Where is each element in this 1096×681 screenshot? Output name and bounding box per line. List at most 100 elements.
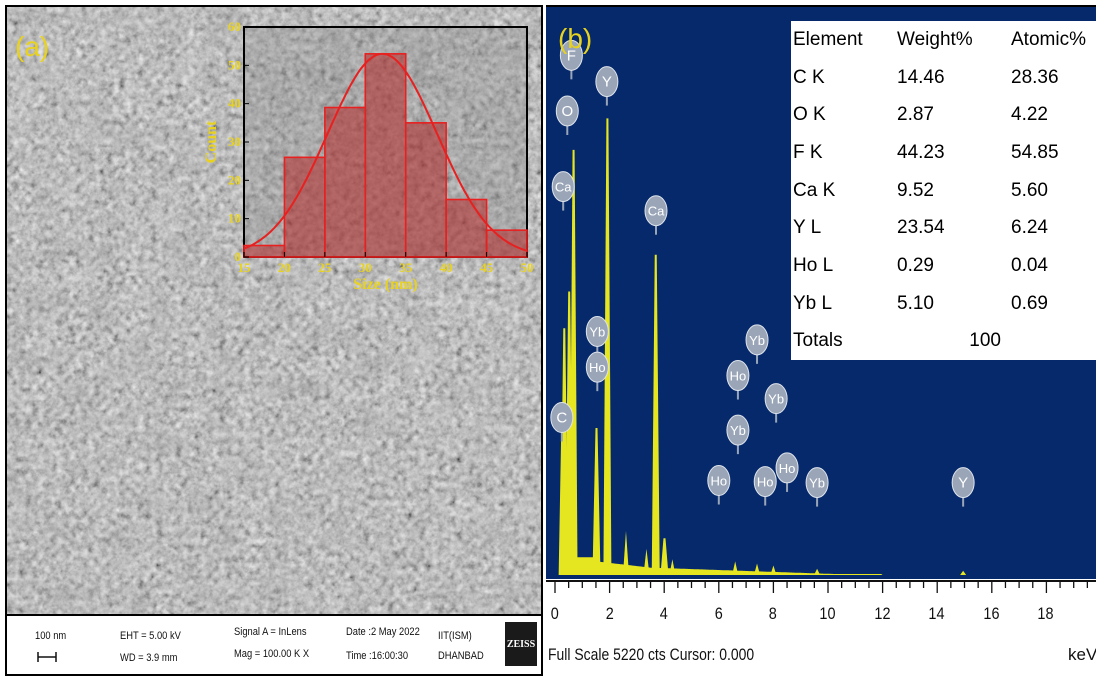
- element-cell: Ho L: [793, 254, 834, 276]
- signal-value: Signal A = InLens: [234, 626, 307, 638]
- edx-status-text: Full Scale 5220 cts Cursor: 0.000: [548, 645, 755, 664]
- peak-label-bubble: [951, 467, 975, 499]
- edx-spectrum: F O Y Ca Ca Yb Ho C Yb Ho Yb Yb Ho Ho Ho Yb Y: [550, 39, 975, 576]
- peak-label-bubble: [805, 467, 829, 499]
- edx-x-tick-label: 2: [605, 604, 614, 623]
- element-cell: O K: [793, 104, 826, 126]
- col-header-element: Element: [793, 28, 863, 50]
- histogram-y-tick-label: 0: [235, 249, 242, 264]
- peak-label-bubble: [726, 360, 750, 392]
- sem-info-bar: 100 nm EHT = 5.00 kV WD = 3.9 mm Signal …: [7, 614, 541, 674]
- edx-x-axis: 0246810121416182 Full Scale 5220 cts Cur…: [546, 579, 1096, 676]
- peak-label-bubble: [559, 39, 583, 71]
- histogram-y-tick-label: 60: [228, 19, 241, 34]
- element-cell: F K: [793, 141, 823, 163]
- peak-label-bubble: [753, 466, 777, 498]
- peak-label-text: Yb: [589, 324, 605, 339]
- peak-label-text: Ho: [779, 461, 796, 476]
- histogram-bar: [364, 53, 407, 258]
- totals-value: 100: [969, 330, 1001, 352]
- edx-x-tick-label: 16: [983, 604, 1000, 623]
- table-row: C K 14.46 28.36: [791, 59, 1096, 97]
- peak-label-text: Yb: [730, 423, 746, 438]
- atomic-cell: 54.85: [1011, 141, 1059, 163]
- histogram-bar: [445, 198, 488, 258]
- atomic-cell: 5.60: [1011, 179, 1048, 201]
- atomic-cell: 4.22: [1011, 104, 1048, 126]
- element-cell: Ca K: [793, 179, 836, 201]
- peak-label-text: Yb: [809, 476, 825, 491]
- peak-label-text: Y: [602, 74, 612, 91]
- atomic-cell: 0.04: [1011, 254, 1048, 276]
- histogram-x-tick-label: 35: [399, 260, 413, 275]
- edx-x-tick-label: 6: [714, 604, 723, 623]
- spectrum-peak: [651, 254, 660, 576]
- weight-cell: 2.87: [897, 104, 934, 126]
- table-row: Ho L 0.29 0.04: [791, 247, 1096, 285]
- peak-label-bubble: [764, 383, 788, 415]
- element-cell: C K: [793, 66, 825, 88]
- histogram-x-axis-label: Size (nm): [353, 276, 417, 293]
- table-row: Ca K 9.52 5.60: [791, 172, 1096, 210]
- spectrum-minor-peak: [960, 570, 967, 575]
- sem-micrograph: [7, 7, 541, 617]
- peak-label-text: O: [561, 103, 573, 120]
- atomic-cell: 28.36: [1011, 66, 1059, 88]
- atomic-cell: 6.24: [1011, 217, 1048, 239]
- peak-label-text: Yb: [749, 333, 765, 348]
- spectrum-peak: [560, 328, 569, 575]
- peak-label-bubble: [644, 195, 668, 227]
- totals-label: Totals: [793, 330, 843, 352]
- edx-x-tick-label: 12: [874, 604, 891, 623]
- peak-label-text: Yb: [768, 392, 784, 407]
- histogram-x-tick-label: 40: [440, 260, 453, 275]
- totals-row: Totals 100: [791, 323, 1096, 361]
- spectrum-minor-peak: [754, 563, 761, 575]
- edx-x-tick-label: 0: [550, 604, 559, 623]
- element-composition-table: Element Weight% Atomic% C K 14.46 28.36 O K…: [791, 21, 1096, 361]
- spectrum-peak: [569, 149, 578, 576]
- weight-cell: 0.29: [897, 254, 934, 276]
- edx-axis-ticks: [546, 580, 1096, 593]
- spectrum-peak: [660, 538, 669, 575]
- histogram-y-tick-label: 30: [228, 134, 241, 149]
- peak-label-bubble: [745, 324, 769, 356]
- peak-label-text: Y: [958, 475, 968, 492]
- table-row: Y L 23.54 6.24: [791, 209, 1096, 247]
- histogram-bar: [485, 229, 528, 258]
- spectrum-minor-peak: [732, 561, 739, 575]
- col-header-weight: Weight%: [897, 28, 973, 50]
- histogram-y-axis-label: Count: [203, 120, 220, 163]
- edx-x-tick-label: 14: [928, 604, 945, 623]
- zeiss-logo: ZEISS: [505, 622, 537, 666]
- spectrum-continuum: [555, 557, 883, 575]
- sem-panel: (a) 15 20 25 30 35 40 45 50 0 10 20 30 40 50 60 Size (n…: [5, 5, 543, 676]
- histogram-x-tick-label: 50: [521, 260, 534, 275]
- histogram-x-tick-label: 20: [278, 260, 291, 275]
- peak-label-bubble: [585, 315, 609, 347]
- edx-panel: F O Y Ca Ca Yb Ho C Yb Ho Yb Yb Ho Ho Ho Yb Y (b) Elemen…: [546, 5, 1096, 676]
- histogram-y-tick-label: 20: [228, 172, 241, 187]
- date-value: Date :2 May 2022: [346, 626, 420, 638]
- size-histogram-inset: 15 20 25 30 35 40 45 50 0 10 20 30 40 50 60 Size (nm) Co…: [203, 19, 534, 293]
- peak-label-bubble: [595, 66, 619, 98]
- spectrum-minor-peak: [814, 568, 821, 575]
- institution-line-2: DHANBAD: [438, 650, 484, 662]
- spectrum-minor-peak: [643, 548, 650, 575]
- time-value: Time :16:00:30: [346, 650, 409, 662]
- edx-x-tick-label: 10: [819, 604, 836, 623]
- histogram-y-tick-label: 50: [228, 57, 241, 72]
- histogram-bar: [324, 106, 367, 258]
- peak-label-bubble: [555, 95, 579, 127]
- weight-cell: 23.54: [897, 217, 945, 239]
- histogram-x-tick-label: 25: [318, 260, 332, 275]
- mag-value: Mag = 100.00 K X: [234, 648, 310, 660]
- peak-label-bubble: [550, 402, 574, 434]
- peak-label-text: Ca: [555, 180, 572, 195]
- edx-x-tick-label: 18: [1037, 604, 1054, 623]
- peak-label-text: Ho: [710, 474, 727, 489]
- peak-label-text: Ca: [648, 204, 665, 219]
- histogram-x-tick-label: 15: [238, 260, 252, 275]
- wd-value: WD = 3.9 mm: [120, 652, 178, 664]
- atomic-cell: 0.69: [1011, 292, 1048, 314]
